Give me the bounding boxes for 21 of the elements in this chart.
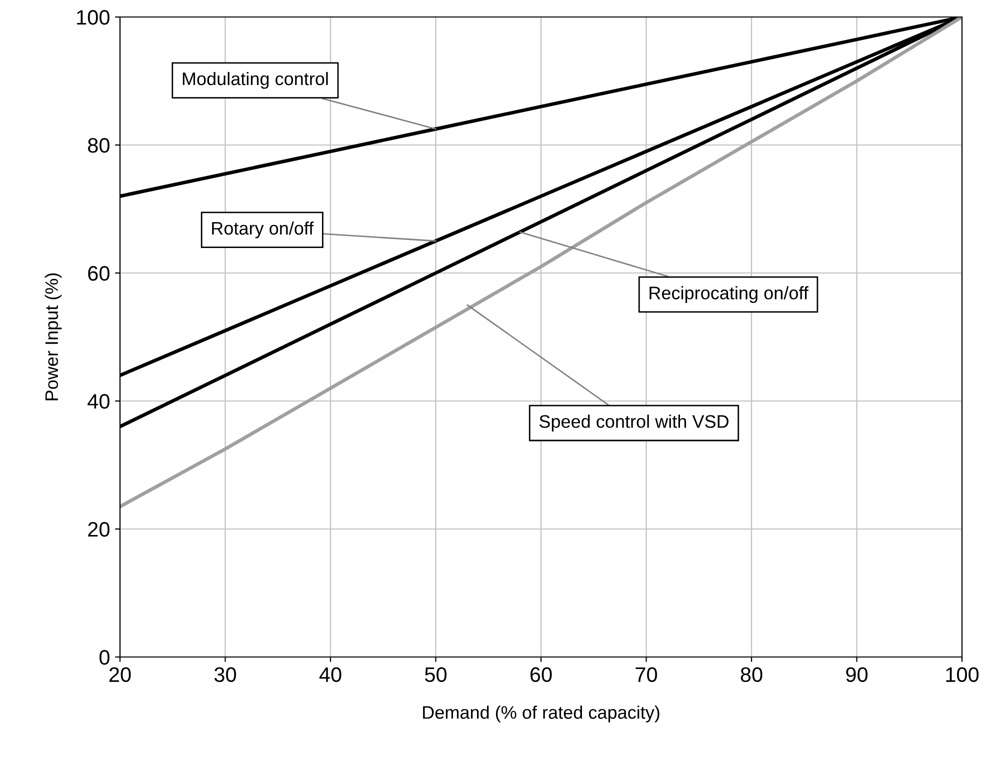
x-tick-label: 100: [946, 667, 979, 682]
x-tick-label: 60: [530, 667, 552, 682]
x-tick-label: 50: [425, 667, 447, 682]
x-tick-label: 30: [214, 667, 236, 682]
y-tick-label: 0: [100, 650, 110, 665]
x-tick-label: 40: [319, 667, 342, 682]
y-tick-label: 100: [77, 10, 110, 25]
x-tick-label: 20: [109, 667, 131, 682]
annotation: Rotary on/off: [212, 221, 314, 238]
y-tick-label: 60: [88, 266, 110, 281]
y-tick-label: 20: [88, 522, 110, 537]
y-tick-label: 80: [88, 138, 110, 153]
annotation: Speed control with VSD: [539, 414, 728, 432]
x-tick-label: 90: [846, 667, 868, 682]
x-tick-label: 80: [740, 667, 762, 682]
annotation: Reciprocating on/off: [650, 286, 808, 303]
y-axis-title: Power Input (%): [44, 273, 62, 400]
x-axis-title: Demand (% of rated capacity): [423, 706, 660, 722]
y-tick-label: 40: [88, 394, 110, 409]
x-tick-label: 70: [636, 667, 658, 682]
annotation: Modulating control: [182, 72, 328, 89]
